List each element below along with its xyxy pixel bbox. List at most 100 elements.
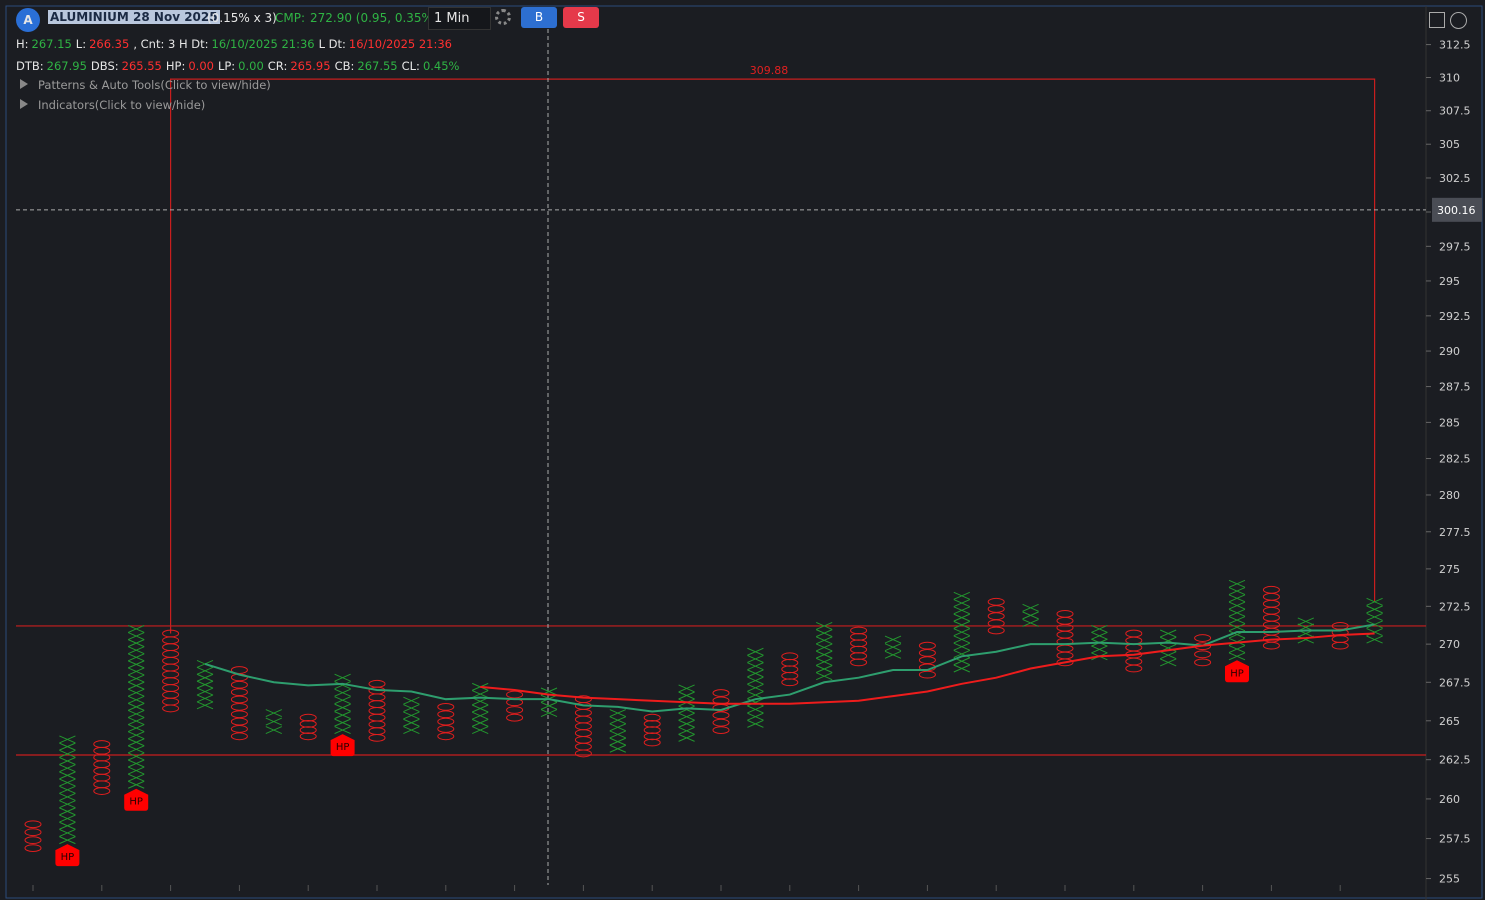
cmp-label: CMP: <box>275 11 306 25</box>
x-box <box>471 704 489 713</box>
x-box <box>953 613 971 622</box>
o-box <box>299 732 317 741</box>
x-box <box>196 694 214 703</box>
o-box <box>506 690 524 699</box>
box-info: (0.15% x 3) <box>207 11 277 25</box>
x-box <box>1297 617 1315 626</box>
x-box <box>609 730 627 739</box>
o-box <box>574 742 592 751</box>
toggle[interactable]: Indicators(Click to view/hide) <box>20 98 205 112</box>
avatar[interactable]: A <box>16 8 40 32</box>
x-box <box>59 757 76 765</box>
x-box <box>265 717 283 726</box>
o-box <box>1056 644 1074 653</box>
o-box <box>93 767 111 775</box>
o-box <box>712 689 730 697</box>
stat-label: CR: <box>267 59 288 73</box>
marker-label: HP <box>336 742 350 753</box>
o-box <box>850 645 868 654</box>
x-box <box>127 738 145 747</box>
x-box <box>127 688 145 697</box>
stat-label: HP: <box>165 59 186 73</box>
x-box <box>1022 618 1039 627</box>
o-box <box>24 828 42 837</box>
x-box <box>127 731 145 740</box>
x-box <box>884 643 902 652</box>
o-box <box>643 738 661 747</box>
x-box <box>471 718 489 727</box>
x-column <box>678 684 695 742</box>
stat-value: 266.35 <box>89 37 130 51</box>
x-box <box>471 726 489 735</box>
x-box <box>540 709 558 718</box>
o-column <box>1056 609 1074 667</box>
x-box <box>334 718 351 727</box>
x-box <box>471 682 489 691</box>
x-column <box>265 709 283 735</box>
settings-icon[interactable] <box>495 9 511 25</box>
x-box <box>196 687 214 696</box>
x-box <box>747 705 764 714</box>
x-box <box>1228 594 1246 603</box>
o-box <box>437 710 455 719</box>
stat-value: 0.00 <box>188 59 214 73</box>
o-box <box>162 643 180 652</box>
o-box <box>230 732 248 741</box>
x-box <box>678 705 695 714</box>
y-tick-label: 310 <box>1439 72 1460 85</box>
x-box <box>953 635 971 644</box>
o-box <box>162 684 180 692</box>
x-box <box>403 718 420 727</box>
o-box <box>230 702 248 711</box>
y-tick-label: 295 <box>1439 275 1460 288</box>
x-box <box>59 778 76 787</box>
o-box <box>24 820 42 829</box>
x-box <box>196 701 214 710</box>
o-box <box>162 663 180 672</box>
stat-value: 267.95 <box>46 59 87 73</box>
close-icon[interactable] <box>1450 12 1467 29</box>
o-box <box>368 693 386 702</box>
x-column <box>127 625 145 789</box>
x-box <box>815 672 833 681</box>
x-box <box>403 726 420 735</box>
x-box <box>59 749 76 758</box>
o-box <box>918 656 936 665</box>
o-box <box>162 690 180 699</box>
o-box <box>162 636 180 645</box>
sell-button[interactable]: S <box>563 7 599 28</box>
x-box <box>196 680 214 689</box>
toggle[interactable]: Patterns & Auto Tools(Click to view/hide… <box>20 78 271 92</box>
x-box <box>953 642 971 651</box>
x-box <box>471 711 489 720</box>
o-column <box>506 690 524 722</box>
o-box <box>93 780 111 789</box>
o-box <box>437 725 455 733</box>
marker-shape <box>330 734 355 757</box>
x-box <box>127 646 145 655</box>
o-box <box>1331 641 1349 650</box>
x-box <box>678 684 695 693</box>
o-box <box>574 708 592 717</box>
stat-value: 0.45% <box>422 59 460 73</box>
x-box <box>127 632 145 641</box>
stat-label: L: <box>75 37 87 51</box>
o-box <box>368 733 386 742</box>
window-icon[interactable] <box>1429 12 1445 28</box>
y-tick-label: 312.5 <box>1439 39 1471 52</box>
o-box <box>230 725 248 733</box>
interval-select[interactable]: 1 Min <box>428 7 491 30</box>
x-box <box>127 780 145 789</box>
x-box <box>127 660 145 669</box>
x-box <box>403 696 420 705</box>
o-box <box>850 632 868 641</box>
symbol-title[interactable]: ALUMINIUM 28 Nov 2025 <box>48 10 220 24</box>
o-box <box>162 656 180 665</box>
marker-shape <box>124 788 149 811</box>
o-box <box>918 670 936 679</box>
buy-button[interactable]: B <box>521 7 557 28</box>
o-box <box>506 713 524 722</box>
o-box <box>712 718 730 727</box>
o-box <box>437 717 455 726</box>
y-tick-label: 285 <box>1439 416 1460 429</box>
